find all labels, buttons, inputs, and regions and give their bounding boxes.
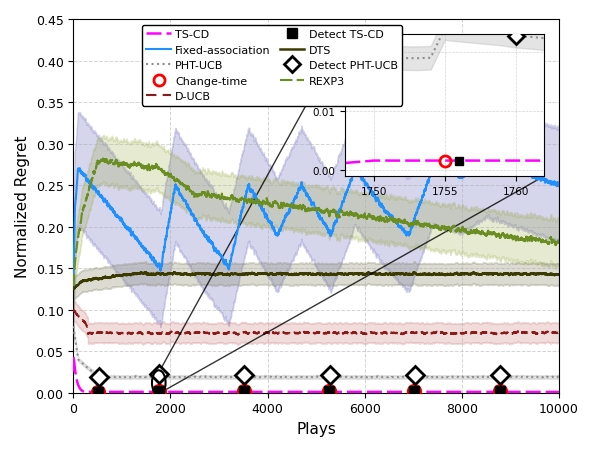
X-axis label: Plays: Plays bbox=[296, 421, 336, 436]
Legend: TS-CD, Fixed-association, PHT-UCB, Change-time, D-UCB, Detect TS-CD, DTS, Detect: TS-CD, Fixed-association, PHT-UCB, Chang… bbox=[142, 26, 402, 106]
Y-axis label: Normalized Regret: Normalized Regret bbox=[15, 135, 30, 277]
Bar bbox=[158, 374, 159, 394]
